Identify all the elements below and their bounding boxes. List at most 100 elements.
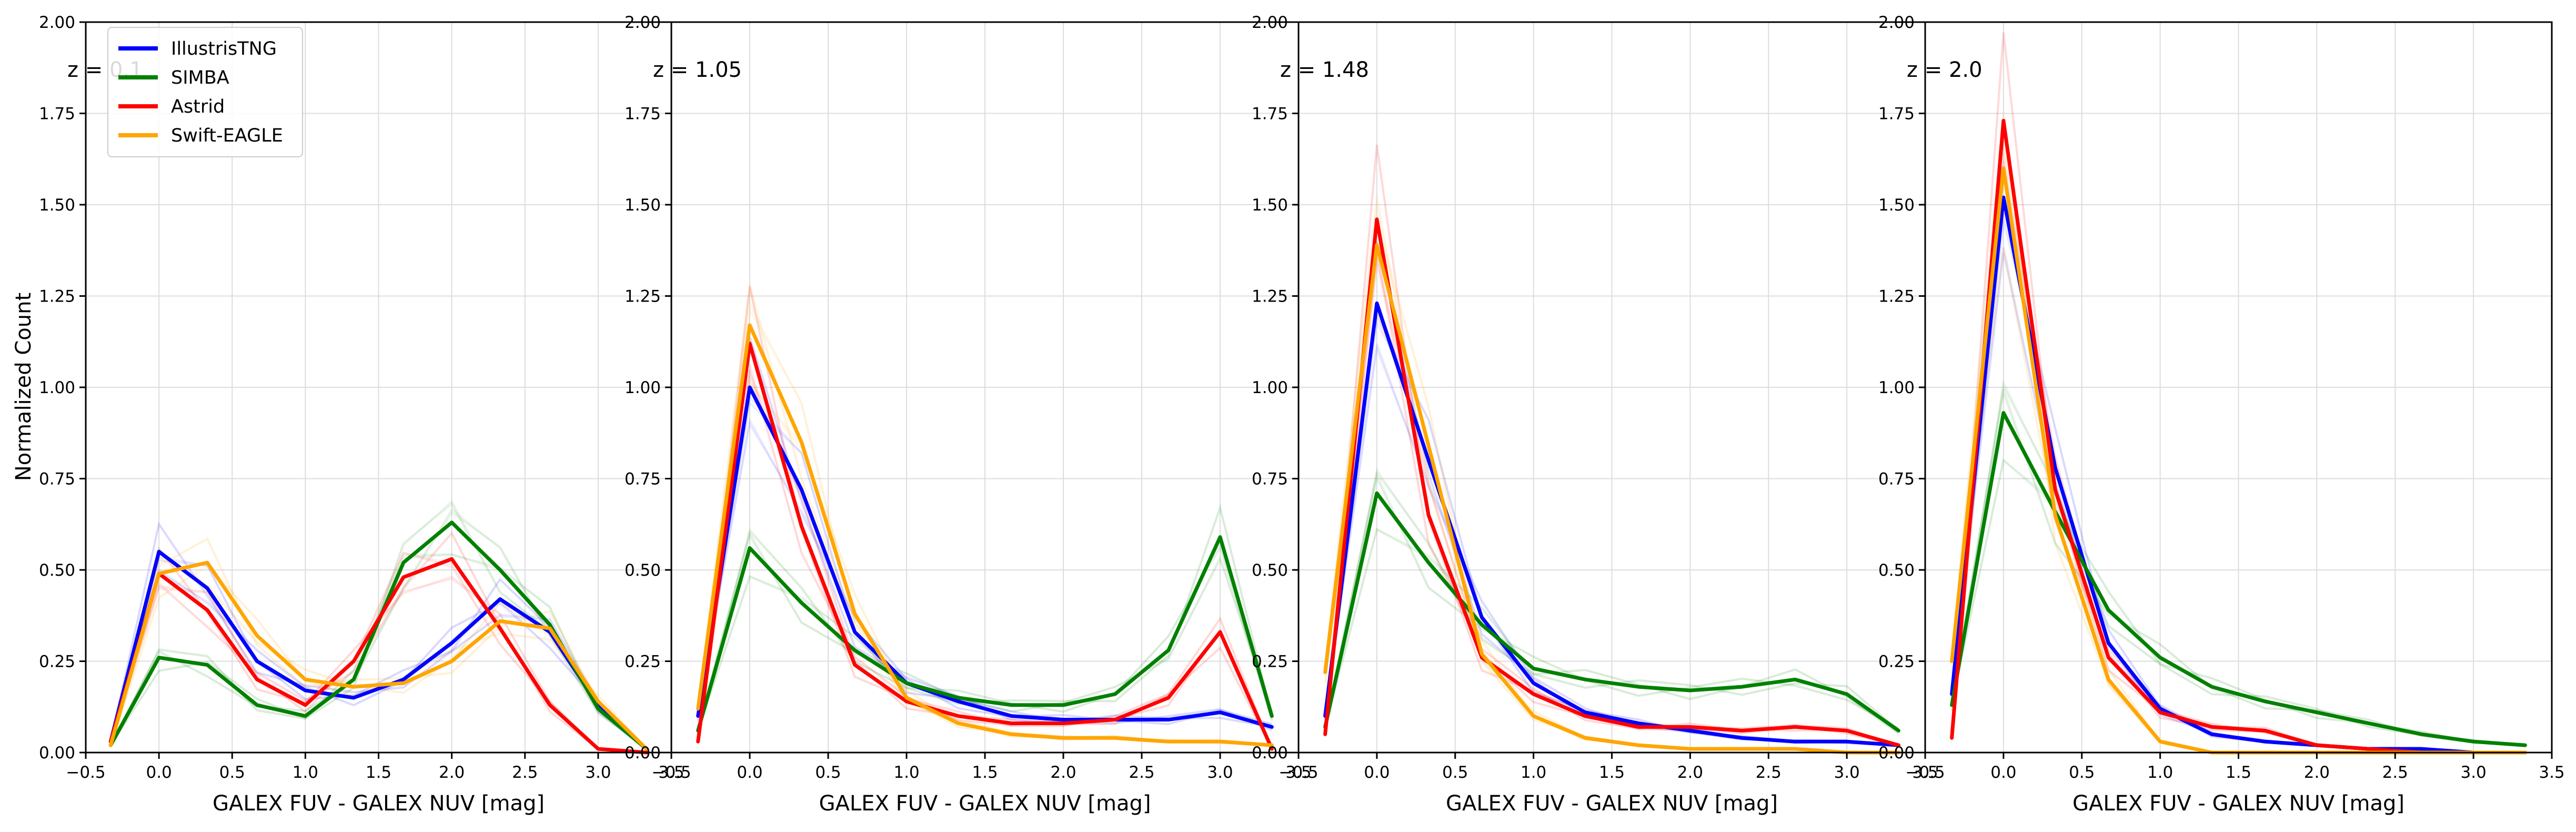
x-axis-label: GALEX FUV - GALEX NUV [mag] — [2072, 791, 2404, 816]
x-tick-label: 1.0 — [1521, 763, 1546, 782]
y-tick-label: 0.00 — [1878, 744, 1915, 763]
x-tick-label: 3.0 — [1834, 763, 1859, 782]
realization-line — [1324, 253, 1899, 746]
y-tick-label: 0.50 — [39, 561, 75, 580]
series-line-astrid — [696, 342, 1274, 751]
y-tick-label: 1.50 — [1252, 196, 1288, 215]
x-tick-label: 2.5 — [1756, 763, 1782, 782]
realization-line — [109, 536, 648, 750]
x-tick-label: 1.5 — [1599, 763, 1625, 782]
y-tick-label: 1.50 — [625, 196, 661, 215]
redshift-annotation: z = 1.48 — [1280, 58, 1369, 82]
x-tick-label: 0.5 — [2069, 763, 2095, 782]
realization-line — [109, 532, 647, 754]
redshift-annotation: z = 2.0 — [1907, 58, 1983, 82]
y-tick-label: 0.25 — [1878, 653, 1915, 671]
series-line-simba — [696, 535, 1274, 733]
y-tick-label: 1.75 — [1878, 105, 1915, 124]
legend-label: Swift-EAGLE — [171, 125, 283, 146]
x-tick-label: 2.0 — [1050, 763, 1076, 782]
x-tick-label: 2.0 — [1677, 763, 1703, 782]
realization-line — [109, 553, 647, 750]
realization-line — [697, 364, 1273, 749]
series-line-simba — [1323, 491, 1900, 733]
series-line-astrid — [1323, 217, 1900, 747]
y-tick-label: 0.50 — [625, 561, 661, 580]
redshift-annotation: z = 1.05 — [653, 58, 742, 82]
y-tick-label: 0.75 — [1878, 470, 1915, 489]
series-line-swift-eagle — [696, 323, 1274, 747]
y-tick-label: 1.00 — [39, 378, 75, 397]
x-axis-label: GALEX FUV - GALEX NUV [mag] — [213, 791, 545, 816]
y-tick-label: 2.00 — [1878, 13, 1915, 32]
realization-line — [109, 530, 647, 754]
y-tick-label: 0.75 — [625, 470, 661, 489]
x-tick-label: −0.5 — [66, 763, 105, 782]
y-tick-label: 0.25 — [625, 653, 661, 671]
x-tick-label: 3.5 — [2539, 763, 2564, 782]
y-tick-label: 0.75 — [39, 470, 75, 489]
x-tick-label: 2.0 — [2304, 763, 2330, 782]
realization-line — [1324, 246, 1899, 746]
x-tick-label: 0.5 — [815, 763, 841, 782]
legend-label: IllustrisTNG — [171, 38, 277, 59]
x-tick-label: 3.0 — [1207, 763, 1233, 782]
realization-line — [109, 551, 647, 754]
y-tick-label: 1.25 — [1252, 287, 1288, 306]
realization-line — [697, 527, 1273, 734]
realization-line — [697, 533, 1273, 728]
y-tick-label: 2.00 — [625, 13, 661, 32]
y-tick-label: 1.75 — [625, 105, 661, 124]
x-tick-label: 1.0 — [893, 763, 919, 782]
x-tick-label: 2.5 — [2382, 763, 2408, 782]
x-tick-label: 3.5 — [658, 763, 684, 782]
y-tick-label: 1.25 — [39, 287, 75, 306]
realization-line — [109, 511, 647, 749]
realization-line — [109, 552, 647, 754]
realization-line — [109, 538, 648, 750]
realization-line — [109, 553, 647, 750]
legend-label: Astrid — [171, 96, 225, 117]
x-tick-label: 0.0 — [1364, 763, 1390, 782]
legend: IllustrisTNG SIMBA Astrid Swift-EAGLE — [107, 27, 303, 157]
y-tick-label: 1.25 — [625, 287, 661, 306]
realization-line — [697, 400, 1273, 731]
x-tick-label: 0.5 — [219, 763, 245, 782]
x-tick-label: 1.5 — [2226, 763, 2251, 782]
y-tick-label: 0.50 — [1252, 561, 1288, 580]
y-tick-label: 0.25 — [39, 653, 75, 671]
y-tick-label: 2.00 — [1252, 13, 1288, 32]
realization-line — [697, 530, 1273, 729]
realization-line — [109, 568, 648, 749]
legend-label: SIMBA — [171, 67, 229, 88]
y-tick-label: 2.00 — [39, 13, 75, 32]
x-tick-label: 0.0 — [737, 763, 762, 782]
realization-line — [1324, 467, 1899, 735]
series-line-illustristng — [1323, 301, 1900, 747]
x-tick-label: −0.5 — [1279, 763, 1318, 782]
y-tick-label: 1.25 — [1878, 287, 1915, 306]
y-tick-label: 1.75 — [1252, 105, 1288, 124]
realization-line — [109, 508, 647, 749]
x-tick-label: −0.5 — [651, 763, 691, 782]
panel-3: −0.5 0.0 0.5 1.0 1.5 2.0 2.5 3.0 3.50.00 0.25 0.50… — [1252, 13, 1938, 816]
series-line-swift-eagle — [1323, 243, 1900, 755]
x-tick-label: 2.0 — [439, 763, 465, 782]
x-tick-label: 3.5 — [1912, 763, 1938, 782]
x-tick-label: 1.0 — [293, 763, 318, 782]
realization-line — [697, 395, 1273, 731]
realization-line — [1324, 475, 1899, 729]
x-tick-label: 0.5 — [1442, 763, 1468, 782]
series-line-astrid — [108, 557, 649, 755]
panel-2: −0.5 0.0 0.5 1.0 1.5 2.0 2.5 3.0 3.50.000.250.50… — [625, 13, 1312, 816]
y-tick-label: 1.00 — [1252, 378, 1288, 397]
x-tick-label: 3.0 — [2460, 763, 2486, 782]
x-tick-label: 1.5 — [972, 763, 998, 782]
x-tick-label: 2.5 — [512, 763, 538, 782]
y-tick-label: 1.50 — [1878, 196, 1915, 215]
x-tick-label: −0.5 — [1905, 763, 1945, 782]
panel-1: −0.5 0.0 0.5 1.0 1.5 2.0 2.5 3.0 3.50.000.250.50… — [39, 13, 685, 816]
shared-ylabel: Normalized Count — [12, 293, 36, 481]
